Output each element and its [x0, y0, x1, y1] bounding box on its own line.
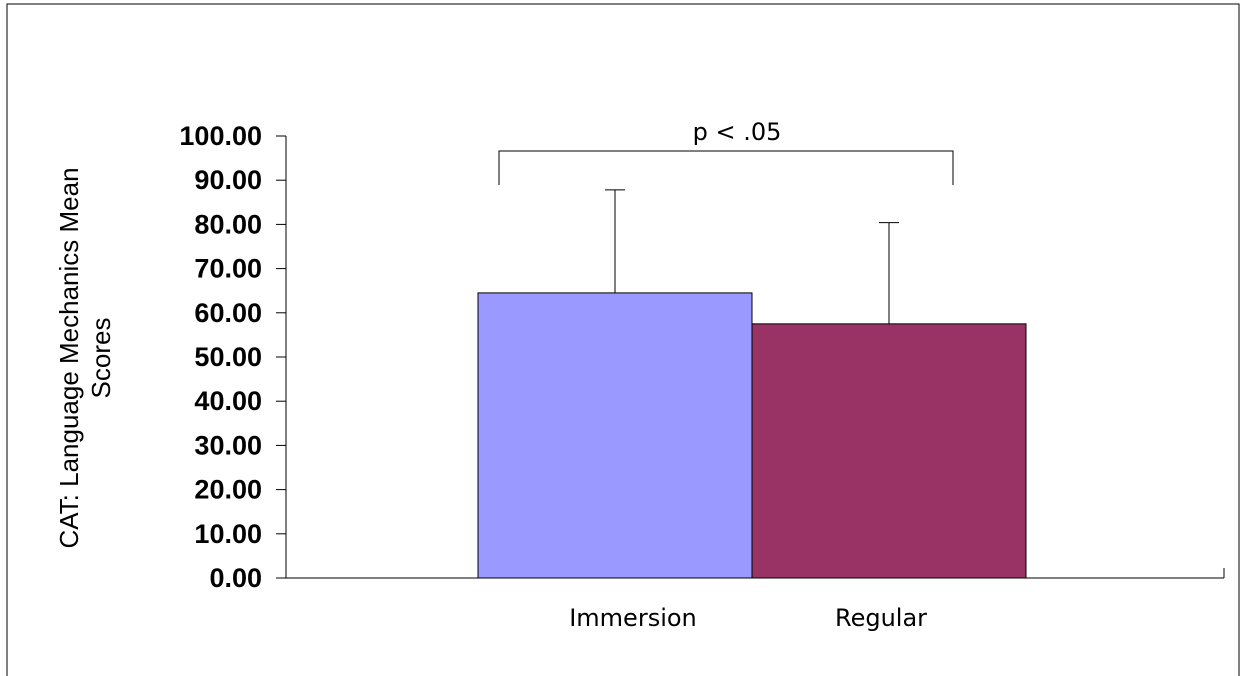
- bar-regular: [751, 323, 1027, 579]
- y-tick-label: 10.00: [194, 519, 262, 549]
- category-label-regular: Regular: [835, 604, 927, 632]
- y-tick-label: 50.00: [194, 342, 262, 372]
- y-tick-label: 100.00: [179, 121, 262, 151]
- y-tick-label: 80.00: [194, 209, 262, 239]
- significance-bracket: [498, 150, 954, 185]
- y-axis-label-line-2: Scores: [86, 318, 116, 399]
- y-axis-label: CAT: Language Mechanics Mean Scores: [54, 167, 116, 548]
- significance-annotation: p < .05: [693, 118, 782, 146]
- y-ticks: 0.00 10.00 20.00 30.00 40.00 50.00 60.00 70.00 8…: [179, 121, 286, 593]
- y-tick-label: 20.00: [194, 475, 262, 505]
- bar-immersion: [477, 292, 753, 579]
- category-label-immersion: Immersion: [569, 604, 697, 632]
- chart-border: [6, 3, 1240, 676]
- y-tick-label: 0.00: [209, 563, 262, 593]
- category-labels: Immersion Regular: [569, 604, 927, 632]
- y-tick-label: 70.00: [194, 254, 262, 284]
- y-tick-label: 60.00: [194, 298, 262, 328]
- y-tick-label: 40.00: [194, 386, 262, 416]
- y-tick-label: 30.00: [194, 430, 262, 460]
- y-axis-label-line-1: CAT: Language Mechanics Mean: [54, 167, 84, 548]
- y-tick-label: 90.00: [194, 165, 262, 195]
- bars: [477, 189, 1027, 579]
